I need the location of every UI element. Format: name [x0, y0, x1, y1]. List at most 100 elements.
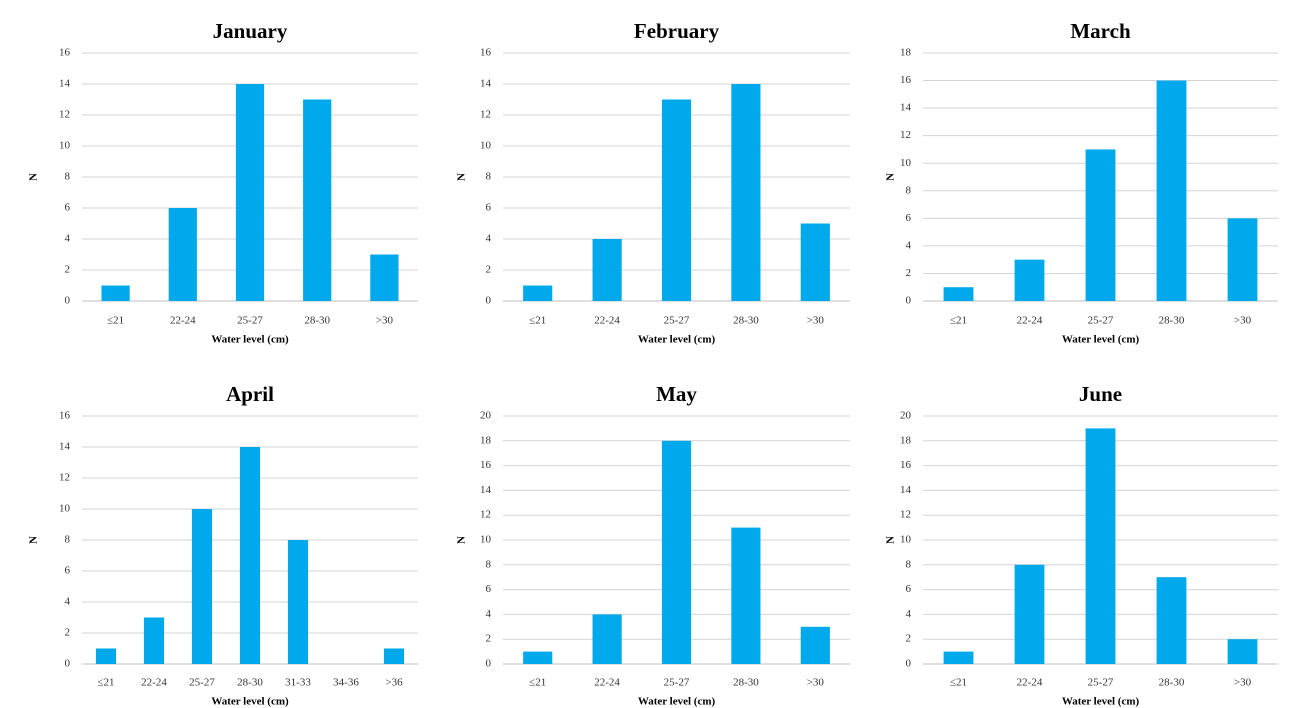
- y-tick-label: 8: [486, 171, 492, 183]
- y-tick-label: 14: [900, 102, 912, 114]
- bar: [1156, 577, 1187, 664]
- x-tick-label: 28-30: [1159, 677, 1185, 689]
- x-tick-label: 22-24: [1017, 315, 1043, 327]
- chart-panel-1: February 0 2 4 6 8 10 12 14 16 ≤21 22-24 25-27 28-30 >…: [456, 19, 850, 346]
- bar: [1085, 428, 1116, 664]
- y-tick-label: 10: [480, 140, 492, 152]
- chart-panel-2: March 0 2 4 6 8 10 12 14 16 18 ≤21 22-24 25-27 28-30 >3…: [885, 19, 1278, 346]
- x-axis-label: Water level (cm): [638, 334, 716, 346]
- bar: [943, 651, 974, 664]
- x-tick-label: ≤21: [950, 677, 967, 689]
- x-axis-label: Water level (cm): [1062, 696, 1140, 708]
- x-tick-label: ≤21: [107, 315, 124, 327]
- x-tick-label: 25-27: [664, 677, 690, 689]
- y-tick-label: 8: [65, 171, 71, 183]
- bar: [731, 84, 761, 301]
- bar: [101, 285, 130, 301]
- bar: [383, 648, 405, 664]
- y-tick-label: 16: [900, 459, 912, 471]
- x-axis-label: Water level (cm): [638, 696, 716, 708]
- x-tick-label: 28-30: [237, 677, 263, 689]
- y-tick-label: 2: [486, 633, 492, 645]
- chart-title: March: [1070, 19, 1131, 43]
- y-tick-label: 2: [65, 627, 71, 639]
- x-tick-label: 22-24: [1017, 677, 1043, 689]
- y-tick-label: 14: [59, 441, 71, 453]
- bar: [168, 208, 197, 301]
- y-tick-label: 12: [480, 109, 491, 121]
- chart-panel-3: April 0 2 4 6 8 10 12 14 16 ≤21 22-24 25-27 28-30 31-3…: [28, 382, 418, 708]
- bar: [731, 527, 761, 664]
- y-tick-label: 6: [486, 583, 492, 595]
- y-tick-label: 12: [900, 129, 911, 141]
- bar: [239, 447, 261, 664]
- y-tick-label: 12: [59, 472, 70, 484]
- y-tick-label: 20: [900, 410, 912, 422]
- y-tick-label: 4: [486, 233, 492, 245]
- bar: [370, 254, 399, 301]
- x-tick-label: >30: [1234, 315, 1252, 327]
- bar: [523, 285, 553, 301]
- x-axis-label: Water level (cm): [1062, 334, 1140, 346]
- bar: [235, 84, 265, 301]
- bar: [143, 617, 165, 664]
- y-tick-label: 8: [486, 558, 492, 570]
- y-tick-label: 14: [900, 484, 912, 496]
- y-tick-label: 16: [59, 410, 71, 422]
- y-tick-label: 14: [59, 78, 71, 90]
- chart-panel-5: June 0 2 4 6 8 10 12 14 16 18 20 ≤21 22-24 25-27 28-30 >…: [885, 382, 1278, 708]
- bar: [287, 540, 309, 664]
- bar: [592, 239, 622, 301]
- y-tick-label: 12: [59, 109, 70, 121]
- y-tick-label: 4: [906, 239, 912, 251]
- y-tick-label: 10: [900, 534, 912, 546]
- y-tick-label: 18: [900, 434, 912, 446]
- y-tick-label: 14: [480, 484, 492, 496]
- y-tick-label: 16: [480, 459, 492, 471]
- x-tick-label: >30: [807, 315, 825, 327]
- bar: [943, 287, 974, 301]
- x-tick-label: 22-24: [141, 677, 167, 689]
- x-axis-label: Water level (cm): [211, 334, 289, 346]
- x-tick-label: >36: [385, 677, 403, 689]
- bar: [800, 626, 830, 664]
- bar: [1085, 149, 1116, 301]
- bar: [303, 99, 332, 301]
- y-tick-label: 14: [480, 78, 492, 90]
- y-axis-label: N: [456, 536, 468, 544]
- bar: [1014, 259, 1045, 301]
- y-tick-label: 12: [900, 509, 911, 521]
- chart-title: June: [1079, 382, 1122, 406]
- bar: [661, 99, 692, 301]
- y-axis-label: N: [28, 173, 40, 181]
- y-tick-label: 18: [480, 434, 492, 446]
- bar: [661, 440, 692, 664]
- y-tick-label: 10: [900, 157, 912, 169]
- y-tick-label: 8: [906, 558, 912, 570]
- x-tick-label: 25-27: [237, 315, 263, 327]
- y-tick-label: 10: [59, 140, 71, 152]
- y-tick-label: 6: [65, 565, 71, 577]
- bar: [592, 614, 622, 664]
- chart-panel-0: January 0 2 4 6 8 10 12 14 16 ≤21 22-24 25-27 28-30 >3…: [28, 19, 418, 346]
- x-tick-label: 28-30: [1159, 315, 1185, 327]
- x-tick-label: >30: [376, 315, 394, 327]
- y-axis-label: N: [28, 536, 40, 544]
- x-tick-label: 25-27: [189, 677, 215, 689]
- bar: [191, 509, 213, 664]
- y-tick-label: 0: [486, 295, 492, 307]
- y-tick-label: 0: [906, 295, 912, 307]
- y-tick-label: 6: [486, 202, 492, 214]
- y-tick-label: 18: [900, 47, 912, 59]
- y-tick-label: 2: [906, 267, 912, 279]
- x-tick-label: 34-36: [333, 677, 359, 689]
- x-tick-label: 25-27: [1088, 315, 1114, 327]
- x-tick-label: 22-24: [170, 315, 196, 327]
- y-tick-label: 20: [480, 410, 492, 422]
- x-tick-label: >30: [1234, 677, 1252, 689]
- y-tick-label: 6: [906, 212, 912, 224]
- x-tick-label: 25-27: [1088, 677, 1114, 689]
- x-tick-label: ≤21: [950, 315, 967, 327]
- y-axis-label: N: [456, 173, 468, 181]
